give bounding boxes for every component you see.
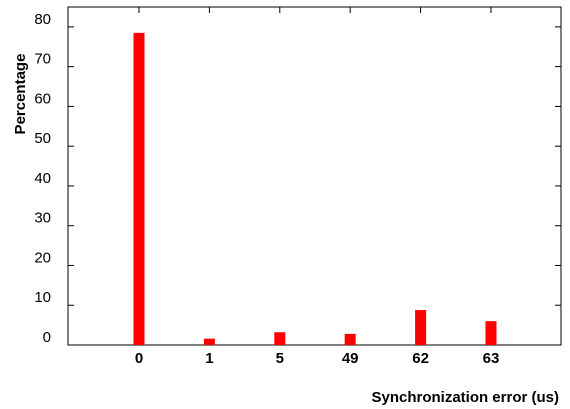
y-tick-label: 10 bbox=[34, 289, 51, 306]
y-tick-label: 30 bbox=[34, 210, 51, 227]
plot-frame bbox=[67, 6, 562, 346]
x-tick-label: 63 bbox=[483, 350, 500, 367]
bars-group bbox=[133, 32, 497, 346]
bar-5 bbox=[274, 332, 286, 345]
x-tick-label: 5 bbox=[276, 350, 284, 367]
x-tick-label: 62 bbox=[412, 350, 429, 367]
y-axis: 0 10 20 30 40 50 60 70 80 bbox=[34, 11, 561, 346]
y-tick-label: 80 bbox=[34, 11, 51, 28]
bar-62 bbox=[415, 310, 427, 345]
y-tick-label: 50 bbox=[34, 130, 51, 147]
x-tick-label: 1 bbox=[205, 350, 213, 367]
bar-1 bbox=[203, 338, 215, 345]
y-tick-label: 20 bbox=[34, 249, 51, 266]
x-axis-title: Synchronization error (us) bbox=[371, 389, 559, 406]
x-tick-label: 49 bbox=[342, 350, 359, 367]
bar-63 bbox=[485, 321, 497, 345]
y-axis-title: Percentage bbox=[12, 54, 29, 135]
x-tick-label: 0 bbox=[135, 350, 143, 367]
y-tick-label: 0 bbox=[43, 329, 51, 346]
bar-0 bbox=[133, 32, 145, 346]
y-tick-label: 60 bbox=[34, 90, 51, 107]
y-tick-label: 70 bbox=[34, 51, 51, 68]
x-axis: 0 1 5 49 62 63 bbox=[135, 7, 500, 367]
y-tick-label: 40 bbox=[34, 170, 51, 187]
bar-49 bbox=[344, 333, 356, 345]
